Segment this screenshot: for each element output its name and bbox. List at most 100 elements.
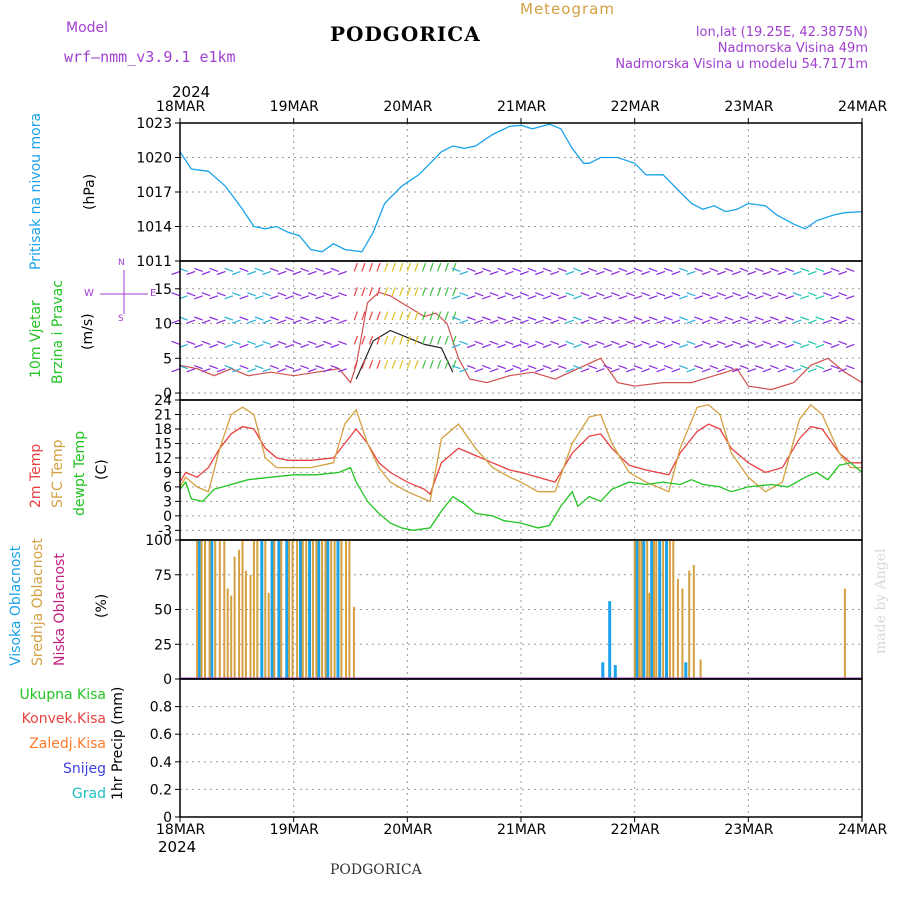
wind-barb	[633, 316, 643, 321]
wind-barb	[262, 270, 272, 276]
wind-barb	[769, 316, 779, 321]
wind-barb	[754, 316, 764, 321]
wind-barb	[595, 368, 605, 373]
wind-barb	[231, 368, 241, 373]
wind-barb	[830, 365, 840, 370]
bar-3-0	[665, 540, 668, 679]
wind-barb	[406, 311, 411, 321]
wind-barb	[709, 365, 719, 370]
wind-barb	[641, 292, 651, 297]
wind-barb	[376, 311, 381, 321]
wind-barb	[459, 340, 469, 345]
wind-barb	[504, 292, 514, 297]
wind-barb	[595, 319, 605, 324]
wind-barb	[353, 335, 358, 345]
wind-barb	[437, 311, 442, 321]
wind-barb	[284, 343, 294, 349]
wind-barb	[292, 319, 302, 324]
bar-3-0	[308, 540, 312, 679]
wind-barb	[709, 343, 719, 349]
wind-barb	[216, 270, 226, 276]
wind-barb	[399, 335, 404, 345]
wind-barb	[231, 270, 241, 276]
wind-barb	[451, 267, 461, 272]
wind-barb	[353, 311, 358, 321]
bar-3-1	[252, 540, 255, 679]
wind-barb	[535, 270, 544, 276]
wind-barb	[284, 267, 294, 272]
wind-barb	[724, 316, 734, 321]
y-tick-label: 0.8	[150, 700, 172, 716]
wind-barb	[769, 343, 779, 349]
y-tick-label: 100	[145, 533, 172, 549]
wind-barb	[437, 262, 442, 272]
bar-3-1	[345, 540, 347, 679]
wind-barb	[557, 365, 567, 370]
bar-3-0	[285, 540, 289, 679]
wind-barb	[300, 267, 310, 272]
wind-barb	[489, 368, 499, 373]
wind-barb	[201, 270, 211, 276]
wind-barb	[444, 360, 449, 369]
wind-barb	[618, 343, 628, 349]
legend-convective-rain: Konvek.Kisa	[21, 711, 106, 727]
wind-barb	[171, 292, 181, 297]
wind-barb	[421, 360, 427, 369]
wind-barb	[595, 270, 605, 276]
wind-barb	[269, 343, 279, 349]
wind-barb	[686, 319, 696, 324]
wind-barb	[512, 295, 522, 300]
top-time-tick-label: 18MAR	[156, 99, 206, 115]
wind-barb	[201, 319, 211, 324]
wind-barb	[481, 316, 491, 321]
wind-barb	[542, 343, 552, 349]
wind-barb	[504, 340, 514, 345]
bar-3-0	[210, 540, 214, 679]
wind-barb	[376, 262, 381, 272]
legend-hail: Grad	[71, 786, 106, 802]
wind-barb	[338, 270, 347, 276]
bar-3-1	[249, 574, 252, 680]
wind-barb	[747, 368, 757, 373]
wind-barb	[254, 267, 264, 272]
y-tick-label: -3	[158, 523, 172, 539]
bar-3-0	[613, 665, 617, 679]
wind-barb	[648, 365, 658, 370]
wind-barb	[572, 295, 582, 300]
wind-barb	[474, 340, 484, 345]
bar-3-0	[260, 540, 264, 679]
wind-barb	[572, 365, 582, 370]
wind-barb	[216, 292, 226, 297]
series-line-1-0	[179, 291, 863, 391]
wind-barb	[194, 343, 203, 349]
wind-barb	[716, 270, 726, 276]
wind-barb	[838, 319, 848, 324]
wind-barb	[338, 319, 347, 324]
wind-barb	[610, 340, 620, 345]
wind-barb	[262, 319, 272, 324]
wind-barb	[625, 292, 635, 297]
wind-barb	[701, 319, 711, 324]
wind-barb	[580, 368, 590, 373]
bar-3-0	[650, 540, 654, 679]
wind-barb	[194, 295, 203, 300]
wind-barb	[610, 270, 620, 276]
bar-3-0	[277, 540, 281, 679]
model-label: Model	[66, 20, 109, 36]
wind-barb	[231, 292, 241, 297]
y-tick-label: 0.6	[150, 727, 172, 743]
wind-barb	[769, 295, 779, 300]
wind-barb	[800, 365, 810, 370]
wind-barb	[588, 343, 598, 349]
series-line-2-0	[179, 423, 862, 496]
bar-3-1	[676, 578, 679, 679]
wind-barb	[807, 368, 817, 373]
wind-barb	[845, 365, 855, 370]
wind-barb	[762, 368, 772, 373]
wind-barb	[512, 267, 522, 272]
wind-barb	[307, 368, 317, 373]
series-line-0-0	[179, 123, 863, 253]
wind-barb	[625, 319, 635, 324]
lonlat-label: lon,lat (19.25E, 42.3875N)	[695, 25, 868, 40]
wind-barb	[247, 319, 257, 324]
